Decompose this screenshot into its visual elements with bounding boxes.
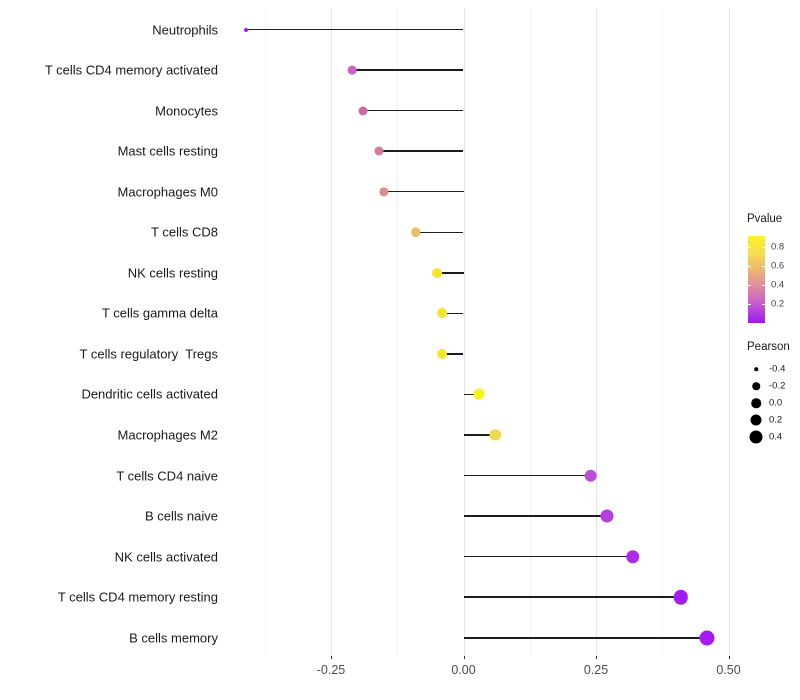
gridline-minor (529, 8, 531, 656)
lollipop-stick (415, 231, 464, 233)
pearson-legend-label: -0.4 (769, 363, 786, 375)
cell-label: NK cells activated (114, 549, 218, 565)
lollipop-dot (699, 630, 715, 646)
x-tick-label: 0.25 (583, 663, 609, 677)
lollipop-stick (437, 272, 464, 274)
pvalue-colorbar-tick (762, 266, 765, 268)
lollipop-dot (584, 469, 597, 482)
legend-pvalue-title: Pvalue (747, 213, 783, 225)
x-tick-label: 0.00 (451, 663, 476, 677)
gridline-minor (662, 8, 664, 656)
lollipop-stick (463, 596, 681, 598)
lollipop-dot (437, 348, 448, 359)
pvalue-colorbar-tick (748, 266, 751, 268)
pvalue-colorbar-tick (748, 247, 751, 249)
x-tick-label: -0.25 (316, 663, 346, 677)
cell-label: Dendritic cells activated (81, 386, 218, 402)
lollipop-dot (432, 267, 442, 278)
gridline-major (596, 8, 597, 656)
lollipop-stick (463, 393, 480, 396)
pvalue-colorbar (748, 236, 765, 323)
gridline-major (331, 8, 332, 656)
cell-label: B cells naive (145, 508, 218, 524)
gridline-major (728, 8, 730, 656)
cell-label: T cells CD4 naive (116, 468, 218, 484)
pvalue-tick-label: 0.4 (771, 279, 785, 291)
legend-pearson-title: Pearson (747, 341, 790, 353)
pvalue-colorbar-tick (748, 304, 751, 306)
lollipop-stick (362, 109, 464, 112)
pearson-legend-label: 0.4 (769, 431, 783, 443)
gridline-minor (397, 8, 399, 656)
lollipop-dot (600, 509, 614, 523)
pearson-legend-label: -0.2 (769, 380, 786, 392)
x-tick (463, 656, 465, 659)
pvalue-colorbar-tick (748, 285, 751, 287)
pvalue-tick-label: 0.2 (771, 298, 785, 310)
lollipop-stick (384, 190, 464, 193)
lollipop-stick (378, 150, 464, 152)
pearson-legend-dot (752, 382, 760, 390)
cell-label: Monocytes (155, 103, 218, 119)
x-tick (331, 656, 332, 659)
gridline-major (463, 8, 465, 656)
cell-label: NK cells resting (127, 265, 218, 281)
lollipop-stick (463, 555, 634, 558)
lollipop-dot (374, 146, 384, 156)
lollipop-stick (246, 28, 464, 31)
pearson-legend-dot (754, 367, 758, 371)
pvalue-colorbar-tick (762, 304, 765, 306)
x-tick (596, 656, 597, 659)
pvalue-tick-label: 0.6 (771, 260, 785, 272)
lollipop-stick (352, 69, 464, 71)
lollipop-stick (442, 312, 464, 315)
lollipop-stick (463, 434, 496, 436)
x-tick (728, 656, 730, 659)
cell-label: T cells CD8 (151, 224, 218, 240)
cell-label: Macrophages M0 (117, 184, 218, 200)
lollipop-dot (437, 308, 448, 319)
lollipop-dot (358, 106, 368, 116)
pearson-legend-dot (751, 398, 761, 408)
cell-label: T cells CD4 memory activated (44, 62, 218, 78)
cell-label: Neutrophils (152, 22, 218, 37)
pearson-legend-dot (750, 414, 762, 426)
cell-label: B cells memory (129, 630, 218, 646)
cell-label: Macrophages M2 (117, 427, 218, 443)
lollipop-stick (463, 515, 607, 517)
lollipop-dot (379, 187, 389, 197)
lollipop-dot (473, 388, 485, 400)
pearson-legend-label: 0.0 (769, 397, 783, 409)
lollipop-dot (489, 429, 501, 441)
gridline-minor (264, 8, 266, 656)
lollipop-dot (626, 549, 640, 564)
pvalue-colorbar-tick (762, 285, 765, 287)
lollipop-stick (463, 474, 591, 477)
cell-label: T cells CD4 memory resting (57, 589, 218, 605)
lollipop-dot (244, 27, 249, 32)
lollipop-dot (347, 65, 357, 75)
pearson-legend-dot (749, 430, 763, 444)
cell-label: Mast cells resting (117, 143, 218, 159)
pvalue-tick-label: 0.8 (771, 241, 785, 253)
cell-label: T cells regulatory Tregs (79, 346, 218, 362)
pearson-legend-label: 0.2 (769, 414, 783, 426)
lollipop-dot (411, 227, 421, 237)
lollipop-stick (463, 637, 708, 639)
pvalue-colorbar-tick (762, 247, 765, 249)
x-tick-label: 0.50 (716, 663, 741, 677)
cell-label: T cells gamma delta (101, 305, 218, 321)
lollipop-dot (673, 589, 688, 605)
lollipop-stick (442, 353, 464, 355)
